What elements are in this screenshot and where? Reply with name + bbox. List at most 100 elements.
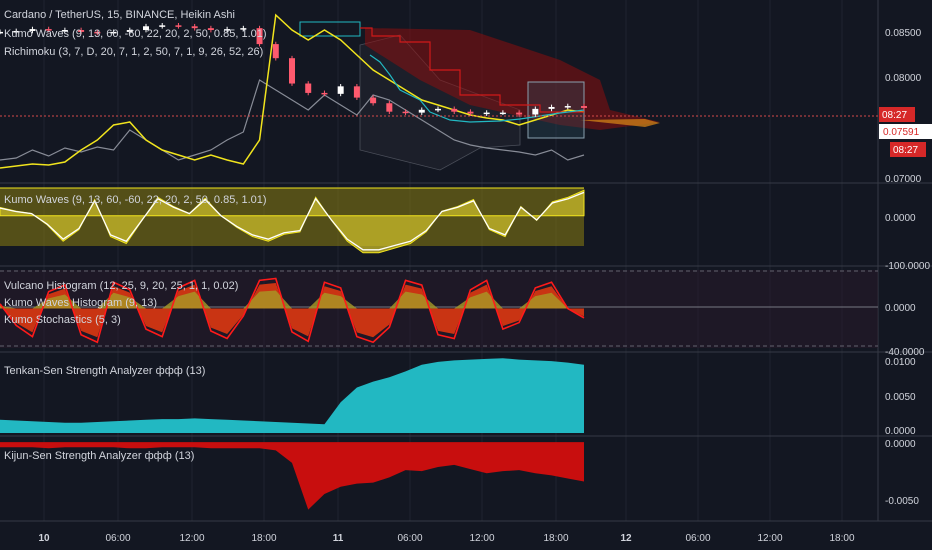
heikin-ashi-candles [0, 22, 587, 117]
projection-arrow [580, 119, 660, 127]
legend-kumo-waves-main[interactable]: Kumo Waves (9, 13, 60, -60, 22, 20, 2, 5… [4, 28, 267, 40]
candle-body [418, 109, 425, 113]
candle-body [386, 103, 393, 112]
time-tick: 10 [38, 533, 50, 544]
candle-body [337, 86, 344, 94]
vulcano-histogram [0, 283, 584, 338]
candle-body [175, 25, 182, 27]
price-tick: 0.07000 [885, 174, 922, 185]
teal-box-left [299, 21, 361, 37]
tenkan-axis-tick: 0.0050 [885, 392, 916, 403]
time-tick: 06:00 [397, 533, 422, 544]
time-tick: 12:00 [469, 533, 494, 544]
tenkan-axis-tick: 0.0000 [885, 426, 916, 437]
kijun-strength-area [0, 442, 584, 510]
candle-body [467, 111, 474, 114]
vulcano-axis-tick: -40.0000 [885, 347, 925, 358]
kumo-yellow-line [0, 13, 585, 169]
price-axis[interactable]: 0.08500 0.08000 0.07000 08:27 0.07591 08… [879, 28, 932, 185]
candle-body [548, 106, 555, 109]
tenkan-axis[interactable]: 0.0100 0.0050 0.0000 [885, 357, 916, 437]
kumo-axis[interactable]: 0.0000 -100.0000 [885, 213, 930, 272]
legend-kijun[interactable]: Kijun-Sen Strength Analyzer ффф (13) [4, 450, 194, 462]
candle-body [581, 106, 587, 108]
candle-body [483, 112, 490, 115]
kumo-waves-white-line [0, 191, 585, 251]
price-tag-bottom: 08:27 [893, 145, 918, 156]
kumo-axis-tick: -100.0000 [885, 261, 930, 272]
time-tick: 18:00 [543, 533, 568, 544]
candle-body [45, 29, 52, 31]
candle-body [240, 28, 247, 30]
candle-body [451, 108, 458, 112]
candle-body [532, 108, 539, 115]
time-tick: 18:00 [251, 533, 276, 544]
time-tick: 12:00 [757, 533, 782, 544]
candle-body [402, 111, 409, 114]
vulcano-pane[interactable] [0, 270, 878, 348]
candle-body [126, 30, 133, 32]
legend-main: Cardano / TetherUS, 15, BINANCE, Heikin … [4, 9, 267, 58]
price-tick: 0.08500 [885, 28, 922, 39]
candle-body [289, 58, 295, 84]
time-tick: 12:00 [179, 533, 204, 544]
legend-richimoku[interactable]: Richimoku (3, 7, D, 20, 7, 1, 2, 50, 7, … [4, 46, 263, 58]
candle-body [305, 83, 312, 93]
time-tick: 06:00 [685, 533, 710, 544]
vulcano-axis[interactable]: 0.0000 -40.0000 [885, 303, 925, 358]
candle-body [0, 31, 3, 34]
kijun-red-line [360, 27, 584, 113]
price-tag-price: 0.07591 [883, 127, 920, 138]
candle-body [499, 112, 506, 115]
richimoku-grey-line [0, 79, 585, 161]
price-tag-top-bg [879, 107, 915, 122]
candle-body [110, 31, 117, 34]
candle-body [564, 106, 571, 108]
kumo-waves-pane[interactable] [0, 187, 585, 254]
tenkan-pane[interactable] [0, 358, 584, 433]
candle-body [370, 97, 377, 104]
main-price-pane[interactable] [0, 13, 878, 171]
price-tick: 0.08000 [885, 73, 922, 84]
candle-body [94, 31, 101, 34]
kijun-axis-tick: 0.0000 [885, 439, 916, 450]
candle-body [321, 92, 328, 95]
time-tick: 06:00 [105, 533, 130, 544]
candle-body [159, 25, 166, 27]
tenkan-axis-tick: 0.0100 [885, 357, 916, 368]
kijun-pane[interactable] [0, 442, 584, 510]
candle-body [191, 26, 198, 29]
legend-tenkan[interactable]: Tenkan-Sen Strength Analyzer ффф (13) [4, 365, 205, 377]
legend-kumo-stoch[interactable]: Kumo Stochastics (5, 3) [4, 314, 121, 326]
kumo-axis-tick: 0.0000 [885, 213, 916, 224]
candle-body [435, 108, 441, 111]
tenkan-strength-area [0, 358, 584, 433]
time-axis[interactable]: 10 06:00 12:00 18:00 11 06:00 12:00 18:00 12 06:0… [38, 533, 855, 544]
candle-body [61, 30, 68, 32]
kijun-axis[interactable]: 0.0000 -0.0050 [885, 439, 919, 507]
candle-body [78, 30, 85, 32]
candle-body [29, 29, 36, 31]
vulcano-axis-tick: 0.0000 [885, 303, 916, 314]
candle-body [143, 26, 149, 31]
candle-body [13, 30, 20, 33]
price-tag-top: 08:27 [882, 110, 907, 121]
candle-body [256, 28, 263, 45]
time-tick: 11 [333, 533, 344, 544]
kumo-cloud-red [365, 28, 660, 130]
candle-body [353, 86, 360, 98]
legend-kumo-waves-pane[interactable]: Kumo Waves (9, 13, 60, -60, 22, 20, 2, 5… [4, 194, 267, 206]
symbol-title: Cardano / TetherUS, 15, BINANCE, Heikin … [4, 9, 235, 21]
time-tick: 12 [620, 533, 632, 544]
price-tag-price-bg [879, 124, 932, 139]
price-tag-bottom-bg [890, 142, 926, 157]
time-tick: 18:00 [829, 533, 854, 544]
kijun-axis-tick: -0.0050 [885, 496, 919, 507]
candle-body [207, 28, 214, 31]
candle-body [224, 29, 231, 31]
candle-body [272, 44, 279, 59]
legend-kumo-hist[interactable]: Kumo Waves Histogram (9, 13) [4, 297, 157, 309]
kumo-stochastics-line [0, 277, 585, 344]
legend-vulcano[interactable]: Vulcano Histogram (12, 25, 9, 20, 25, 1,… [4, 280, 238, 292]
